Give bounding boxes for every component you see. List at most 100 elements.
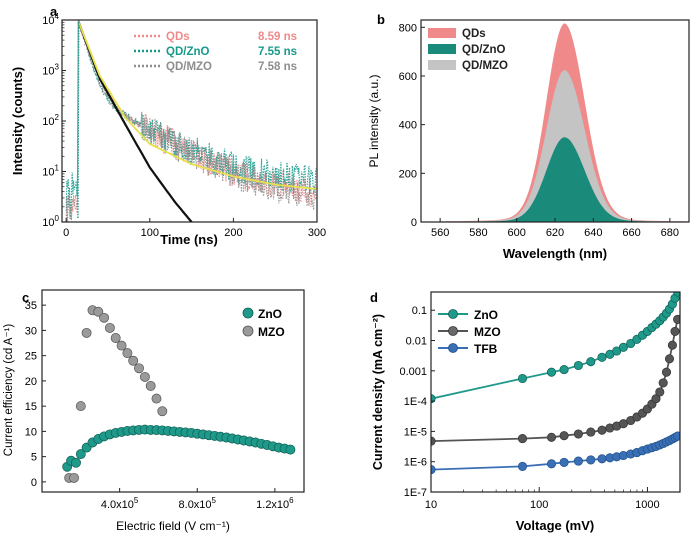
panel-d-xlabel: Voltage (mV) <box>516 518 595 533</box>
point-d-zno <box>597 352 607 362</box>
point-d-zno <box>586 357 596 367</box>
d-ytick-label: 1E-6 <box>404 457 427 469</box>
b-ytick-label: 400 <box>399 120 417 132</box>
point-mzo <box>151 393 162 404</box>
legend-qds-lifetime: 8.59 ns <box>258 31 297 43</box>
d-xtick-label: 10 <box>425 499 437 511</box>
panel-a-ylabel: Intensity (counts) <box>10 67 25 175</box>
b-xtick-label: 560 <box>431 227 449 239</box>
c-xtick-label: 4.0x105 <box>101 496 139 511</box>
point-d-zno <box>618 342 628 352</box>
legend-c-mzo-label: MZO <box>258 325 285 339</box>
c-ytick-label: 35 <box>25 300 37 312</box>
point-mzo <box>69 472 79 483</box>
point-d-zno <box>546 367 557 377</box>
point-d-zno <box>517 373 528 384</box>
panel-b: b 560 580 600 620 640 660 680 0 200 400 600 800 Wav… <box>367 12 690 261</box>
a-xtick-label: 100 <box>141 227 159 239</box>
d-ytick-label: 1E-7 <box>404 487 427 499</box>
point-mzo <box>128 355 139 366</box>
c-ytick-label: 10 <box>25 426 37 438</box>
a-xtick-label: 300 <box>308 227 326 239</box>
point-d-mzo <box>517 434 528 444</box>
legend-d-tfb-marker <box>448 343 458 353</box>
panel-a-frame <box>61 19 318 223</box>
legend-qdmzo-lifetime: 7.58 ns <box>258 61 297 73</box>
point-d-tfb <box>431 465 436 475</box>
area-qd-zno <box>421 137 689 222</box>
point-d-zno <box>559 365 569 375</box>
point-mzo <box>145 380 156 391</box>
point-d-zno <box>626 338 636 349</box>
point-d-tfb <box>673 431 680 441</box>
c-ytick-label: 30 <box>25 325 37 337</box>
a-ytick-label: 103 <box>42 63 59 78</box>
legend-qds-label: QDs <box>166 31 190 43</box>
point-mzo <box>81 327 92 338</box>
point-d-mzo <box>661 367 672 377</box>
point-d-tfb <box>546 459 557 469</box>
legend-c-zno-label: ZnO <box>258 307 282 321</box>
legend-qdmzo-label: QD/MZO <box>166 61 212 73</box>
legend-b-qdmzo-label: QD/MZO <box>462 60 508 72</box>
point-d-mzo <box>597 425 607 435</box>
panel-b-frame <box>420 19 690 223</box>
b-ytick-label: 800 <box>399 22 417 34</box>
legend-mzo-marker <box>242 325 254 337</box>
legend-d-mzo-marker <box>448 326 458 336</box>
legend-d-mzo-label: MZO <box>474 325 501 339</box>
point-d-zno <box>673 292 680 297</box>
panel-c-frame <box>41 289 305 493</box>
b-ytick-label: 200 <box>399 168 417 180</box>
series-qd-zno-trace <box>65 20 317 219</box>
panel-a: a 0 100 200 300 100 101 102 103 104 Time (ns) In… <box>10 4 326 247</box>
panel-b-ylabel: PL intensity (a.u.) <box>367 75 381 168</box>
d-ytick-label: 1E-5 <box>404 426 427 438</box>
point-mzo <box>104 322 115 333</box>
c-ytick-label: 15 <box>25 401 37 413</box>
a-ytick-label: 100 <box>42 214 59 229</box>
c-xtick-label: 8.0x105 <box>179 496 217 511</box>
a-ytick-label: 104 <box>42 12 59 27</box>
legend-b-qds-label: QDs <box>462 28 486 40</box>
series-qd-mzo-trace <box>65 20 317 222</box>
d-ytick-label: 0.001 <box>399 366 427 378</box>
point-mzo <box>75 401 86 412</box>
point-mzo <box>116 340 127 351</box>
panel-c-ylabel: Current efficiency (cd A⁻¹) <box>3 324 15 457</box>
d-ytick-label: 0.1 <box>412 305 427 317</box>
point-d-mzo <box>431 436 436 446</box>
point-d-mzo <box>664 354 675 364</box>
point-d-mzo <box>667 340 677 350</box>
point-d-mzo <box>573 429 583 439</box>
point-d-tfb <box>559 457 569 467</box>
panel-a-legend: QDs 8.59 ns QD/ZnO 7.55 ns QD/MZO 7.58 n… <box>134 31 297 73</box>
d-xtick-label: 1000 <box>635 499 659 511</box>
point-d-tfb <box>618 450 628 461</box>
point-zno <box>71 457 81 468</box>
a-ytick-label: 102 <box>42 113 59 128</box>
legend-qdmzo-swatch <box>428 60 456 70</box>
legend-d-zno-label: ZnO <box>474 308 498 322</box>
point-d-mzo <box>658 378 668 388</box>
point-mzo <box>99 312 110 323</box>
legend-qdzno-label: QD/ZnO <box>166 46 209 58</box>
point-d-mzo <box>586 427 596 437</box>
a-xtick-label: 0 <box>63 227 69 239</box>
point-mzo <box>110 333 121 343</box>
panel-c: c 4.0x105 8.0x105 1.2x106 0 5 10 15 20 25 30 35 El… <box>3 289 305 533</box>
point-d-mzo <box>670 326 680 336</box>
point-d-mzo <box>655 387 665 397</box>
c-ytick-label: 20 <box>25 376 37 388</box>
b-ytick-label: 0 <box>411 217 417 229</box>
d-xtick-label: 100 <box>530 499 548 511</box>
b-xtick-label: 660 <box>622 227 640 239</box>
d-ytick-label: 0.01 <box>406 336 427 348</box>
c-xtick-label: 1.2x106 <box>256 496 294 511</box>
b-xtick-label: 640 <box>584 227 602 239</box>
point-mzo <box>122 348 133 359</box>
panel-b-label: b <box>377 12 385 27</box>
rise-edge <box>77 22 80 219</box>
legend-qdzno-lifetime: 7.55 ns <box>258 46 297 58</box>
